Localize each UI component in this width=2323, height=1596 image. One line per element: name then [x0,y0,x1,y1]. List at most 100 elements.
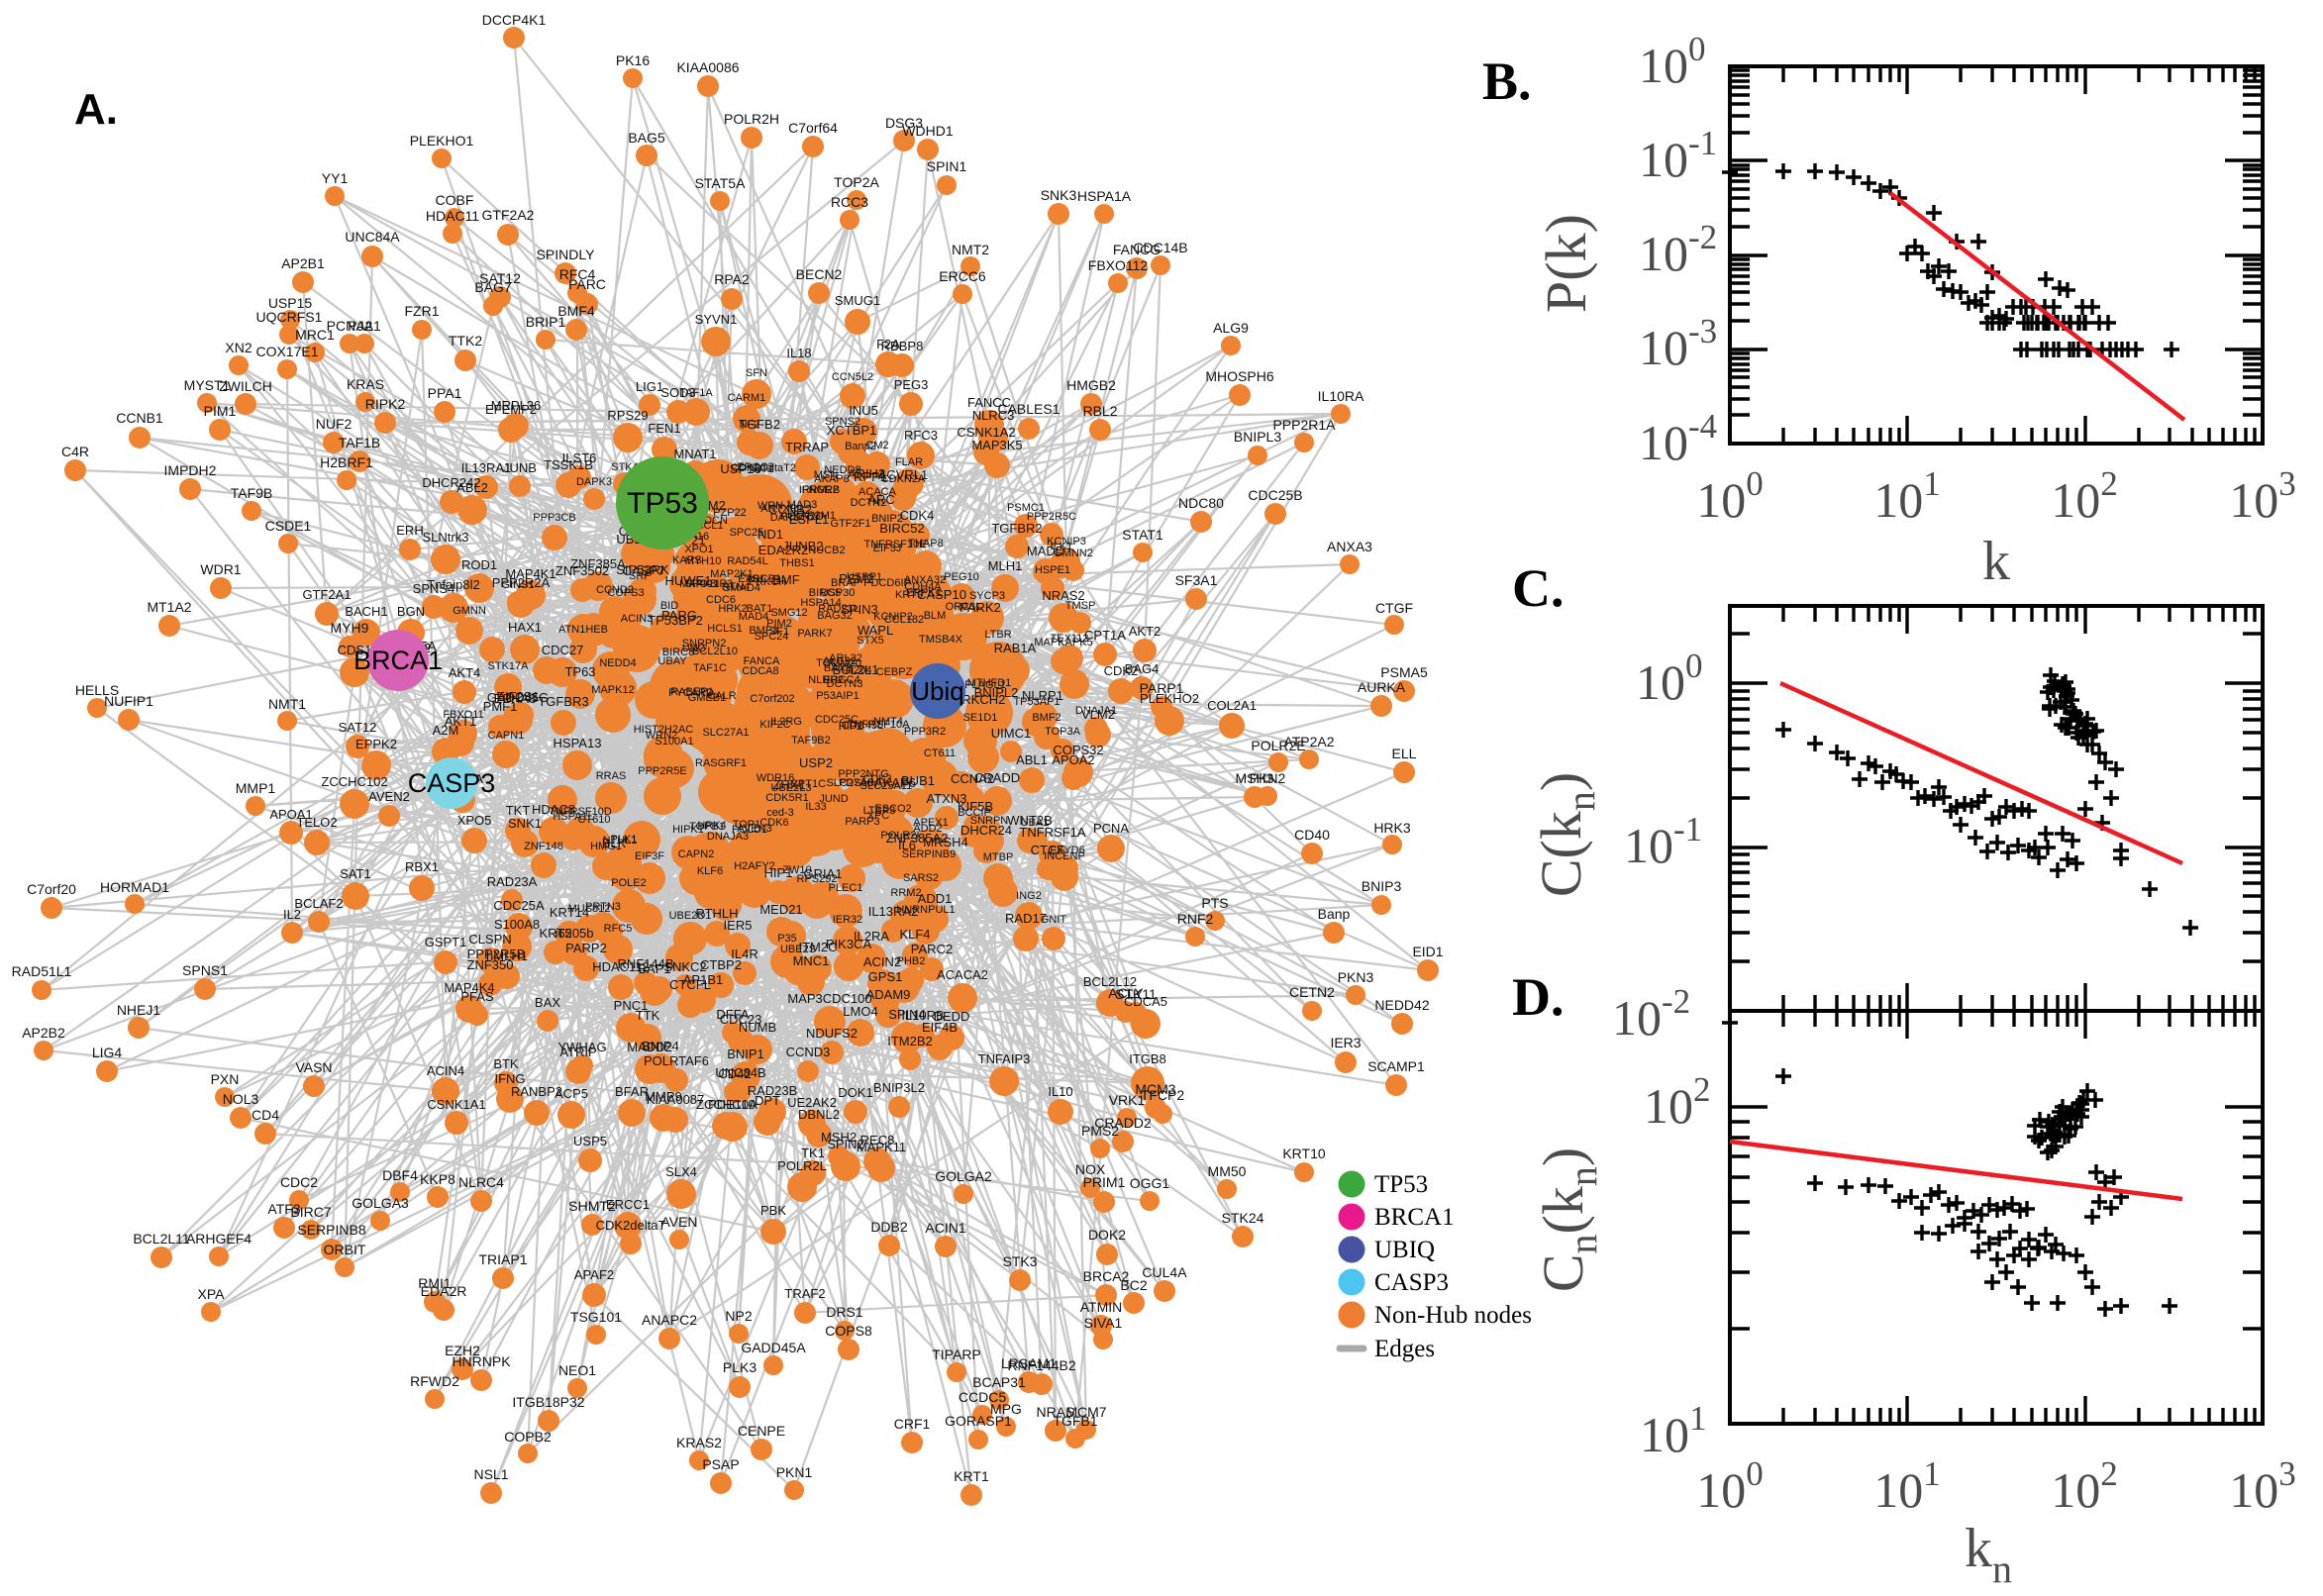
svg-text:PPP2R2A: PPP2R2A [492,575,551,590]
svg-text:COBF: COBF [436,192,474,208]
svg-text:ESPL1: ESPL1 [789,512,829,527]
svg-text:SCAMP1: SCAMP1 [1367,1058,1425,1074]
svg-text:EDA2R: EDA2R [421,1283,467,1299]
svg-text:HDAC8: HDAC8 [532,802,575,817]
svg-text:ITM2B2: ITM2B2 [887,1034,933,1048]
svg-text:BAT1: BAT1 [747,603,773,615]
svg-text:CDKN2A: CDKN2A [881,473,926,485]
svg-text:PEG10: PEG10 [944,571,978,583]
svg-text:ANXA3: ANXA3 [1327,539,1372,554]
svg-text:ACLY: ACLY [1108,985,1144,1001]
svg-text:NDUFS2: NDUFS2 [806,1026,858,1041]
svg-text:DEDD: DEDD [934,1009,970,1024]
svg-text:EZH2: EZH2 [445,1343,480,1358]
svg-text:TGFBR3: TGFBR3 [538,694,588,709]
svg-text:PPP3R2: PPP3R2 [904,726,946,738]
svg-text:RPA2: RPA2 [714,271,750,287]
svg-text:RPS29: RPS29 [607,408,648,423]
svg-text:PDE10A: PDE10A [708,1097,758,1112]
svg-text:COPS32: COPS32 [1053,743,1103,757]
svg-text:TOP2A: TOP2A [834,174,879,190]
svg-text:SMG12: SMG12 [770,607,807,619]
svg-text:USP5: USP5 [573,1134,607,1148]
svg-text:TGFB1: TGFB1 [1053,1413,1097,1429]
svg-text:EIF3F: EIF3F [635,850,664,862]
svg-text:PARP1: PARP1 [1140,680,1184,696]
svg-text:IL10RB: IL10RB [901,1008,944,1023]
svg-text:DCTN3: DCTN3 [827,678,863,690]
svg-text:GADD45A: GADD45A [741,1340,806,1355]
svg-text:SHMT2: SHMT2 [568,1198,616,1214]
svg-text:JUNB: JUNB [503,460,537,475]
svg-text:S100A8: S100A8 [494,917,540,932]
svg-text:SPNS1: SPNS1 [182,962,228,978]
svg-text:MSH2: MSH2 [821,1130,857,1145]
svg-text:ETS1: ETS1 [738,573,765,585]
svg-text:TELO2: TELO2 [296,815,337,830]
svg-text:PFAS: PFAS [460,989,494,1004]
svg-text:NF2: NF2 [740,419,760,431]
svg-text:TOP3A: TOP3A [1045,726,1081,738]
svg-text:CASP10: CASP10 [917,587,966,602]
svg-text:KRT9: KRT9 [895,589,923,601]
svg-text:SE1D1: SE1D1 [963,712,998,724]
svg-text:10-1: 10-1 [1639,124,1717,187]
svg-text:TAF9B: TAF9B [231,485,273,501]
svg-text:AKAP6: AKAP6 [874,775,916,790]
svg-text:MRPL36: MRPL36 [491,398,542,413]
svg-text:MSH3: MSH3 [1236,770,1274,786]
svg-text:PBK: PBK [760,1203,786,1218]
svg-text:ZCCHC102: ZCCHC102 [321,774,387,789]
svg-text:PMS2: PMS2 [1081,1123,1119,1139]
svg-text:APOA2: APOA2 [1052,752,1094,767]
svg-text:KRT5: KRT5 [540,926,572,941]
svg-text:IL10: IL10 [1048,1084,1072,1099]
svg-text:NLRC4: NLRC4 [458,1174,504,1190]
svg-text:XPA: XPA [198,1286,226,1302]
svg-text:RRM2B: RRM2B [802,484,841,496]
svg-text:KRT10: KRT10 [1282,1146,1326,1161]
svg-text:TOMM20: TOMM20 [816,657,861,669]
svg-text:BMF4: BMF4 [557,303,595,319]
svg-text:ZNF385A2: ZNF385A2 [886,831,949,846]
svg-text:FZR1: FZR1 [405,303,440,319]
svg-text:MTBP: MTBP [983,851,1014,863]
svg-text:HSPA1L: HSPA1L [553,811,593,823]
svg-text:AP3M1: AP3M1 [800,510,836,522]
svg-text:CD42: CD42 [718,1066,751,1081]
svg-text:MADD: MADD [1027,544,1064,558]
svg-text:ARIH2: ARIH2 [848,466,885,481]
svg-text:TTK2: TTK2 [449,333,482,349]
svg-text:RAD23B: RAD23B [748,1083,798,1098]
svg-text:CETN2: CETN2 [1289,984,1335,1000]
svg-text:ZNF350: ZNF350 [467,957,514,972]
svg-text:CASP7: CASP7 [623,563,665,578]
svg-text:CDC25C: CDC25C [815,714,858,726]
svg-text:BIRC5: BIRC5 [809,587,841,599]
svg-text:AKT1: AKT1 [445,714,477,729]
svg-text:ACACA2: ACACA2 [937,967,988,982]
svg-text:MAPK8IP3: MAPK8IP3 [679,578,733,590]
svg-text:CCNB1: CCNB1 [116,410,163,426]
svg-text:BC2: BC2 [1120,1277,1147,1293]
svg-text:UBA1: UBA1 [1021,817,1050,829]
svg-text:AKT2: AKT2 [1129,624,1162,639]
svg-text:CCNB2: CCNB2 [768,502,812,517]
svg-text:PPP2R5C: PPP2R5C [1027,511,1076,523]
svg-text:ANAPC2: ANAPC2 [642,1312,697,1328]
svg-text:BUB1: BUB1 [901,773,935,788]
svg-text:BNIP4: BNIP4 [642,1039,679,1053]
svg-text:UBAY: UBAY [657,655,687,667]
svg-text:IL6: IL6 [898,838,916,852]
svg-text:DBF4: DBF4 [382,1167,418,1183]
svg-text:CPT1C: CPT1C [790,778,826,790]
svg-text:ATRIP: ATRIP [559,1045,596,1059]
svg-text:TK1: TK1 [801,1146,825,1160]
svg-text:BACH1: BACH1 [345,604,387,619]
svg-text:CCN5L2: CCN5L2 [832,371,873,383]
svg-text:RTN4: RTN4 [722,581,751,593]
svg-text:AKAP8: AKAP8 [814,473,849,485]
svg-text:PJA1: PJA1 [348,318,381,334]
svg-text:DCTN2: DCTN2 [851,497,887,509]
svg-text:TOPB1: TOPB1 [689,821,725,833]
